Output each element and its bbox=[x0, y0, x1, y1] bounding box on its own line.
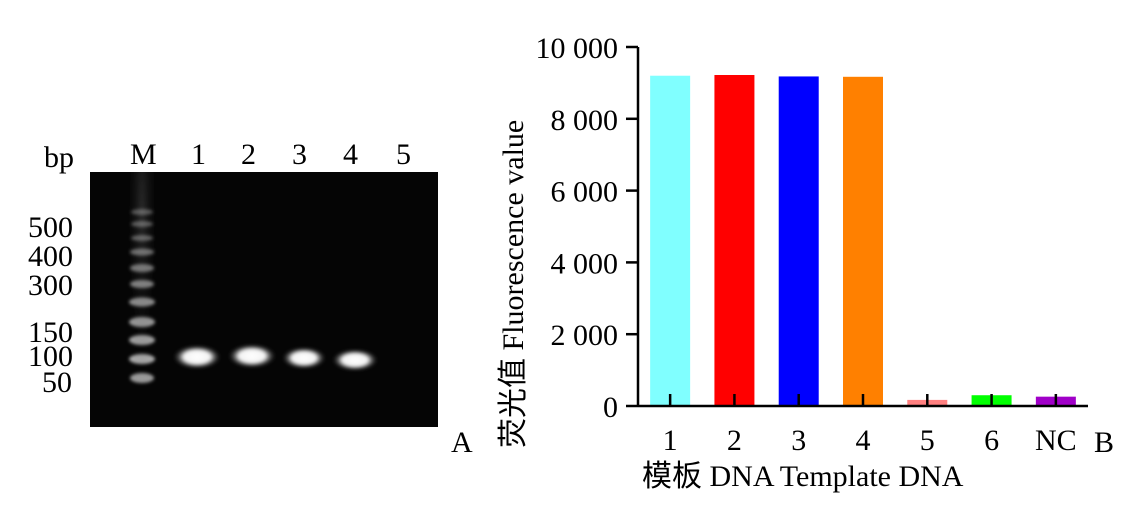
panel-a-marker: A bbox=[451, 426, 473, 459]
y-ticks: 0 2 000 4 000 6 000 8 000 10 000 bbox=[536, 32, 638, 424]
bar-3 bbox=[778, 76, 819, 407]
lane-label-4: 4 bbox=[343, 138, 358, 171]
gel-image bbox=[90, 172, 438, 427]
x-tick-label: 5 bbox=[920, 424, 935, 457]
gel-svg bbox=[126, 172, 378, 383]
bp-unit-label: bp bbox=[44, 141, 74, 174]
bars bbox=[650, 75, 1076, 407]
ladder-label-50: 50 bbox=[42, 366, 72, 399]
bar-1 bbox=[650, 75, 691, 406]
y-tick-label: 6 000 bbox=[551, 176, 619, 209]
ladder-label-300: 300 bbox=[28, 269, 73, 302]
bar-2 bbox=[714, 75, 755, 406]
y-tick-label: 10 000 bbox=[536, 32, 619, 65]
bar-4 bbox=[843, 76, 883, 406]
ladder-label-400: 400 bbox=[28, 240, 73, 273]
x-tick-label: 3 bbox=[791, 424, 806, 457]
band-lane-1 bbox=[173, 345, 221, 369]
x-tick-label: NC bbox=[1035, 424, 1077, 457]
ladder-label-100: 100 bbox=[28, 340, 73, 373]
x-tick-label: 4 bbox=[856, 424, 871, 457]
bar-chart-svg: 0 2 000 4 000 6 000 8 000 10 000 1 2 3 4 5 6 NC bbox=[536, 32, 1088, 457]
lane-label-5: 5 bbox=[396, 138, 411, 171]
lane-label-1: 1 bbox=[191, 138, 206, 171]
y-tick-label: 0 bbox=[603, 391, 618, 424]
band-lane-2 bbox=[228, 344, 276, 368]
ladder-label-500: 500 bbox=[28, 211, 73, 244]
lane-label-3: 3 bbox=[292, 138, 307, 171]
x-tick-label: 1 bbox=[663, 424, 678, 457]
y-tick-label: 4 000 bbox=[551, 247, 619, 280]
sample-bands bbox=[173, 344, 378, 371]
x-axis-label: 模板 DNA Template DNA bbox=[642, 460, 964, 493]
y-tick-label: 2 000 bbox=[551, 319, 619, 352]
x-tick-label: 2 bbox=[727, 424, 742, 457]
band-lane-3 bbox=[282, 347, 326, 369]
x-tick-label: 6 bbox=[984, 424, 999, 457]
panel-b-marker: B bbox=[1094, 426, 1115, 459]
y-tick-label: 8 000 bbox=[551, 104, 619, 137]
lane-label-m: M bbox=[130, 138, 157, 171]
band-lane-4 bbox=[332, 349, 378, 371]
ladder-lane bbox=[126, 172, 158, 383]
gel-panel: bp M 1 2 3 4 5 500 400 300 150 100 50 bbox=[0, 0, 480, 509]
lane-label-2: 2 bbox=[241, 138, 256, 171]
bar-chart-panel: 0 2 000 4 000 6 000 8 000 10 000 1 2 3 4 5 6 NC bbox=[480, 0, 1145, 509]
ladder-label-150: 150 bbox=[28, 316, 73, 349]
y-axis-label: 荧光值 Fluorescence value bbox=[497, 119, 530, 448]
x-ticks: 1 2 3 4 5 6 NC bbox=[663, 394, 1077, 457]
